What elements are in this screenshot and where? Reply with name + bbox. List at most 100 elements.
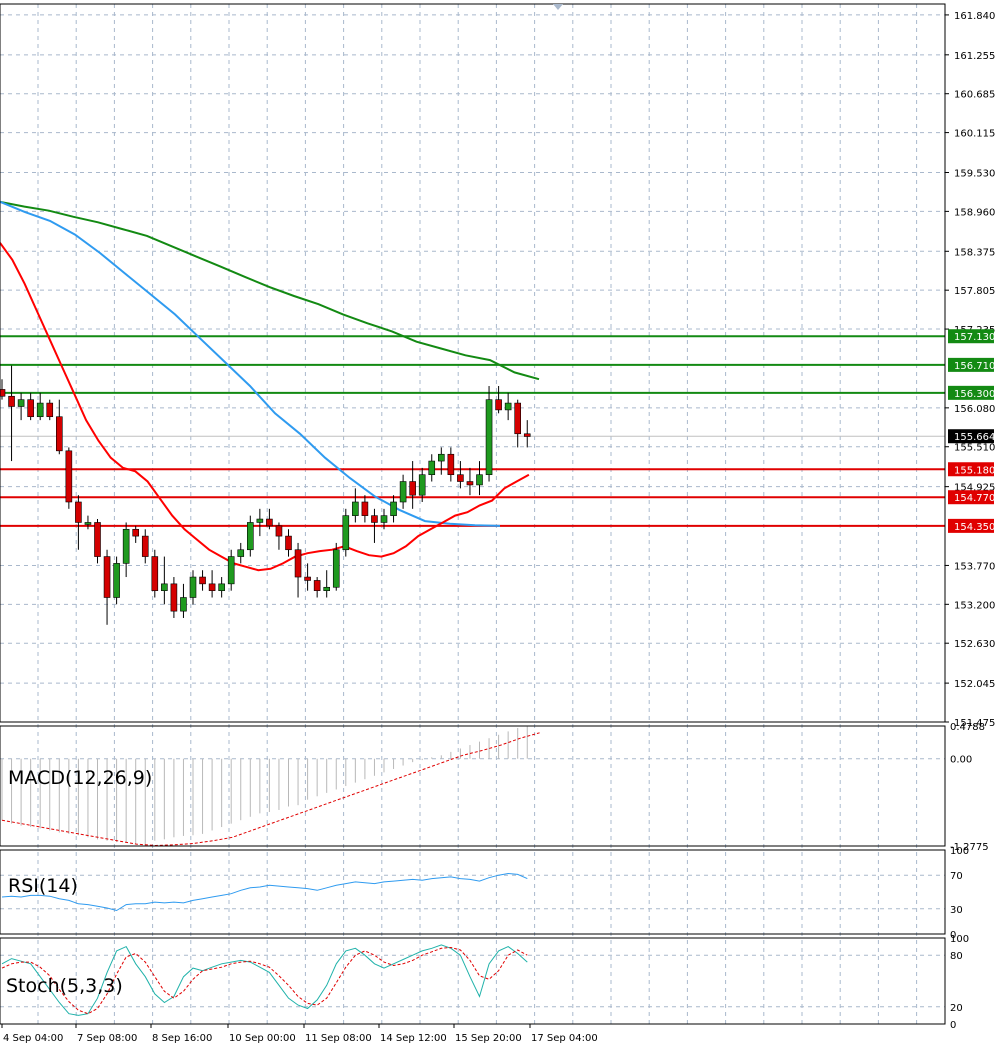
candle-body: [84, 522, 92, 525]
candle-body: [94, 522, 101, 557]
candle-body: [199, 576, 206, 585]
ma-fast-line: [0, 242, 530, 572]
candle-body: [514, 402, 522, 435]
candle-body: [294, 549, 302, 578]
macd-signal-line: [1, 732, 540, 847]
candle-body: [75, 501, 82, 523]
resistance-level-label: 156.710: [954, 361, 995, 372]
price-tick-label: 157.805: [954, 286, 995, 297]
macd-tick-label: -1.2775: [950, 842, 989, 853]
candle-body: [247, 522, 254, 551]
panel-frame: [0, 849, 946, 935]
moving-averages: [0, 200, 540, 572]
time-tick-label: 8 Sep 16:00: [152, 1033, 212, 1044]
candle-body: [275, 525, 283, 537]
support-level-label-bg: [948, 462, 994, 477]
support-level-label-bg: [948, 518, 994, 533]
macd-label: MACD(12,26,9): [8, 767, 152, 789]
candle-body: [371, 515, 378, 523]
stoch-panel: [1, 944, 528, 1016]
price-axis: 161.840 161.255 160.685 160.115 159.530 158.9…: [945, 11, 995, 1031]
candle-body: [17, 399, 25, 407]
current-price-label-bg: [948, 429, 994, 444]
candle-body: [8, 395, 15, 407]
candle-body: [208, 583, 216, 591]
support-level-label-bg: [948, 490, 994, 505]
stoch-tick-label: 0: [950, 1020, 956, 1031]
scroll-marker-icon[interactable]: [553, 4, 563, 10]
macd-tick-label: 0.00: [950, 755, 972, 766]
grid: [0, 4, 945, 1024]
candle-body: [0, 389, 6, 397]
candle-body: [27, 399, 34, 418]
candle-body: [447, 453, 455, 476]
price-tick-label: 161.840: [954, 11, 995, 22]
candle-body: [304, 576, 311, 581]
macd-panel: [1, 726, 540, 847]
candle-body: [285, 535, 292, 551]
stoch-label: Stoch(5,3,3): [6, 975, 123, 997]
stoch-tick-label: 80: [950, 951, 963, 962]
candle-body: [361, 501, 369, 516]
current-price-label: 155.664: [954, 432, 995, 443]
candle-body: [46, 402, 54, 418]
panel-frames: [0, 3, 946, 1025]
time-tick-label: 10 Sep 00:00: [229, 1033, 296, 1044]
time-tick-label: 4 Sep 04:00: [3, 1033, 63, 1044]
candle-body: [457, 474, 464, 482]
stoch-main-line: [1, 944, 528, 1016]
candle-body: [36, 402, 44, 418]
price-tick-label: 153.200: [954, 600, 995, 611]
candle-body: [266, 518, 273, 527]
candle-body: [332, 549, 340, 588]
candle-body: [189, 576, 197, 598]
candle-body: [485, 399, 493, 476]
rsi-tick-label: 0: [950, 930, 956, 941]
candle-body: [390, 501, 397, 516]
ma-mid-line: [0, 200, 501, 527]
candle-body: [323, 586, 331, 591]
candle-body: [122, 528, 130, 564]
candle-body: [466, 481, 474, 486]
candle-body: [476, 474, 483, 486]
candle-body: [437, 453, 445, 462]
candle-body: [55, 416, 63, 452]
candle-body: [141, 535, 149, 557]
price-tick-label: 152.045: [954, 679, 995, 690]
ma-slow-line: [0, 200, 540, 381]
price-tick-label: 160.115: [954, 129, 995, 140]
candles[interactable]: [0, 365, 531, 625]
panel-frame: [0, 3, 946, 723]
candle-body: [65, 450, 73, 503]
candle-body: [180, 597, 187, 612]
candle-body: [170, 583, 178, 612]
rsi-tick-label: 70: [950, 871, 963, 882]
price-tick-label: 156.080: [954, 404, 995, 415]
panel-frame: [0, 937, 946, 1025]
price-tick-label: 158.375: [954, 247, 995, 258]
support-level-label: 154.770: [954, 493, 995, 504]
candle-body: [342, 515, 350, 551]
support-level-label: 155.180: [954, 465, 995, 476]
resistance-level-label: 156.300: [954, 389, 995, 400]
price-tick-label: 153.770: [954, 561, 995, 572]
candle-body: [523, 433, 531, 437]
candle-body: [495, 399, 502, 411]
time-tick-label: 15 Sep 20:00: [455, 1033, 522, 1044]
candle-body: [103, 556, 111, 598]
price-tick-label: 154.925: [954, 483, 995, 494]
resistance-level-label: 157.130: [954, 332, 995, 343]
rsi-tick-label: 100: [950, 846, 969, 857]
price-tick-label: 158.960: [954, 207, 995, 218]
rsi-label: RSI(14): [8, 875, 78, 897]
price-tick-label: 161.255: [954, 51, 995, 62]
candle-body: [380, 515, 388, 523]
level-lines: [0, 335, 945, 527]
candle-body: [132, 528, 139, 537]
candle-body: [399, 481, 407, 503]
candle-body: [237, 549, 245, 557]
candle-body: [227, 556, 235, 585]
rsi-line: [1, 872, 528, 912]
candle-body: [352, 501, 359, 516]
